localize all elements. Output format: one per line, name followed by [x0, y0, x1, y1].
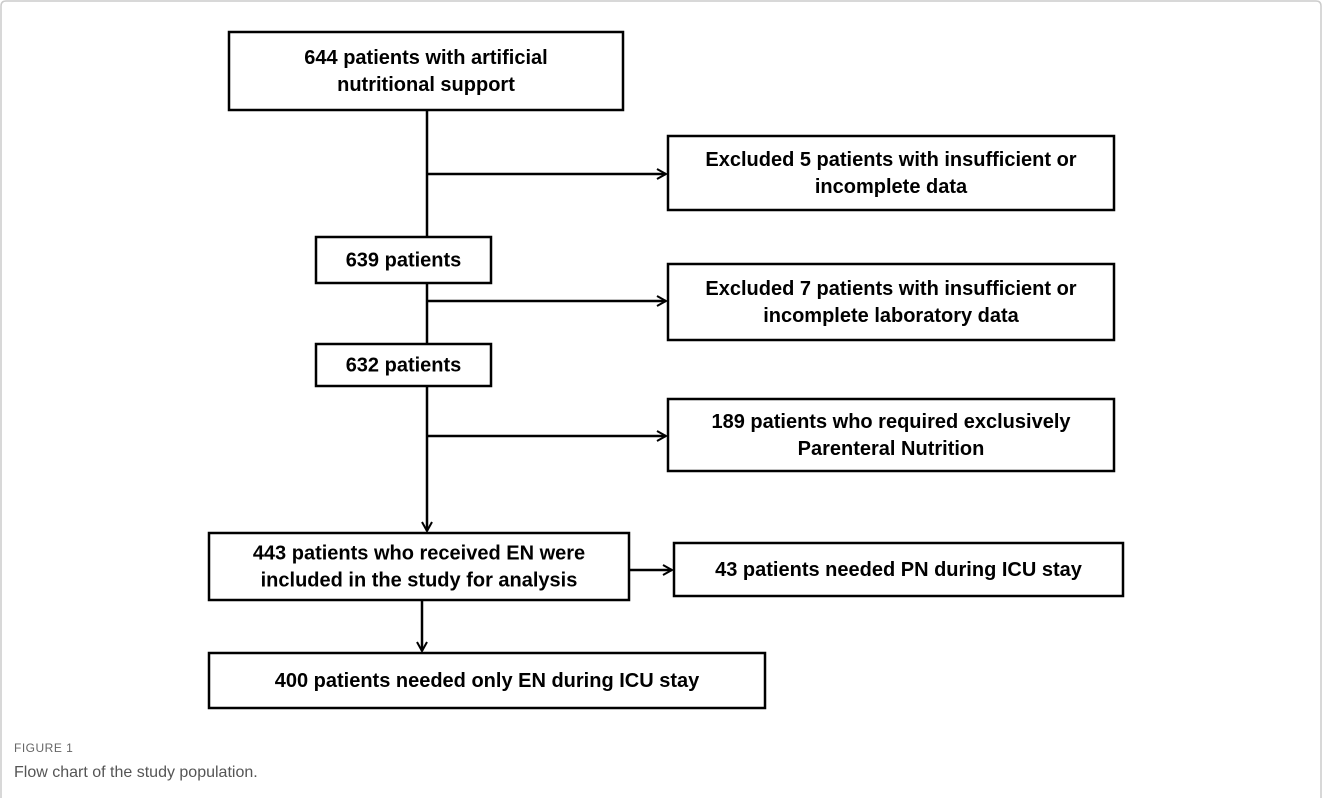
node-label: 644 patients with artificial: [304, 47, 547, 69]
node-box: [207, 651, 767, 710]
caption-label: FIGURE 1: [14, 741, 73, 755]
node: 639 patients: [314, 235, 493, 285]
node-label: 189 patients who required exclusively: [711, 411, 1071, 433]
node: 644 patients with artificial nutritional …: [227, 30, 625, 112]
node-label: included in the study for analysis: [261, 569, 578, 591]
node-box: [314, 342, 493, 388]
node-label: Excluded 5 patients with insufficient or: [705, 149, 1076, 171]
node-label: 400 patients needed only EN during ICU s…: [275, 670, 700, 692]
node-box: [207, 531, 631, 602]
node-label: Parenteral Nutrition: [798, 438, 985, 460]
node: Excluded 7 patients with insufficient or…: [666, 262, 1116, 342]
node-label: Excluded 7 patients with insufficient or: [705, 278, 1076, 300]
node-label: nutritional support: [337, 74, 515, 96]
node-label: incomplete data: [815, 176, 968, 198]
node-box: [666, 397, 1116, 473]
node-label: 443 patients who received EN were: [253, 542, 585, 564]
node-label: 632 patients: [346, 354, 462, 376]
node-box: [672, 541, 1125, 598]
node: 443 patients who received EN were include…: [207, 531, 631, 602]
caption-text: Flow chart of the study population.: [14, 764, 258, 781]
node: 189 patients who required exclusively Par…: [666, 397, 1116, 473]
node: 43 patients needed PN during ICU stay: [672, 541, 1125, 598]
node: 400 patients needed only EN during ICU s…: [207, 651, 767, 710]
node-box: [666, 262, 1116, 342]
node-label: incomplete laboratory data: [763, 305, 1019, 327]
node: Excluded 5 patients with insufficient or…: [666, 134, 1116, 212]
node-label: 639 patients: [346, 249, 462, 271]
node-box: [227, 30, 625, 112]
nodes: 644 patients with artificial nutritional …: [207, 30, 1125, 710]
node: 632 patients: [314, 342, 493, 388]
node-label: 43 patients needed PN during ICU stay: [715, 559, 1083, 581]
node-box: [666, 134, 1116, 212]
edges: [422, 110, 672, 651]
node-box: [314, 235, 493, 285]
